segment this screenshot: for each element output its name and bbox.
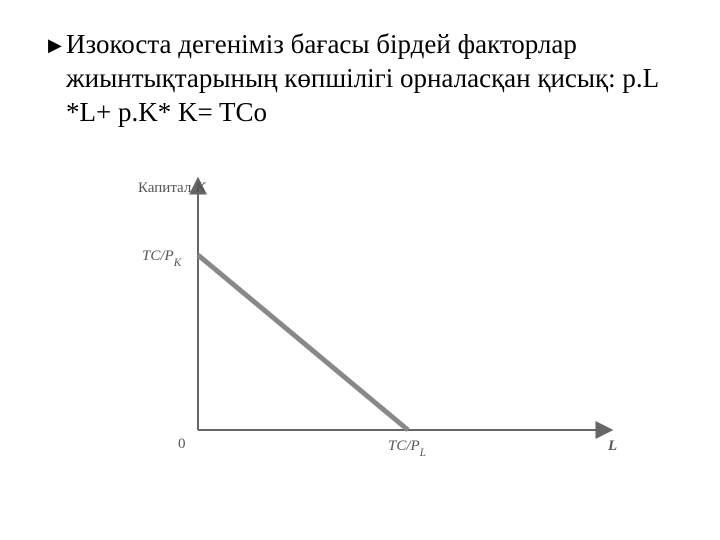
svg-text:L: L (607, 438, 617, 454)
bullet-row: ▶ Изокоста дегеніміз бағасы бірдей факто… (48, 28, 672, 129)
svg-text:TC/PK: TC/PK (142, 248, 182, 269)
bullet-icon: ▶ (48, 28, 66, 62)
slide: ▶ Изокоста дегеніміз бағасы бірдей факто… (0, 0, 720, 540)
chart-svg: Капитал K TC/PK 0 TC/PL L (108, 170, 628, 470)
svg-text:0: 0 (178, 436, 186, 452)
svg-text:TC/PL: TC/PL (388, 438, 426, 459)
body-text: Изокоста дегеніміз бағасы бірдей факторл… (66, 28, 672, 129)
svg-text:Капитал K: Капитал K (138, 180, 206, 196)
isocost-chart: Капитал K TC/PK 0 TC/PL L (108, 170, 628, 470)
